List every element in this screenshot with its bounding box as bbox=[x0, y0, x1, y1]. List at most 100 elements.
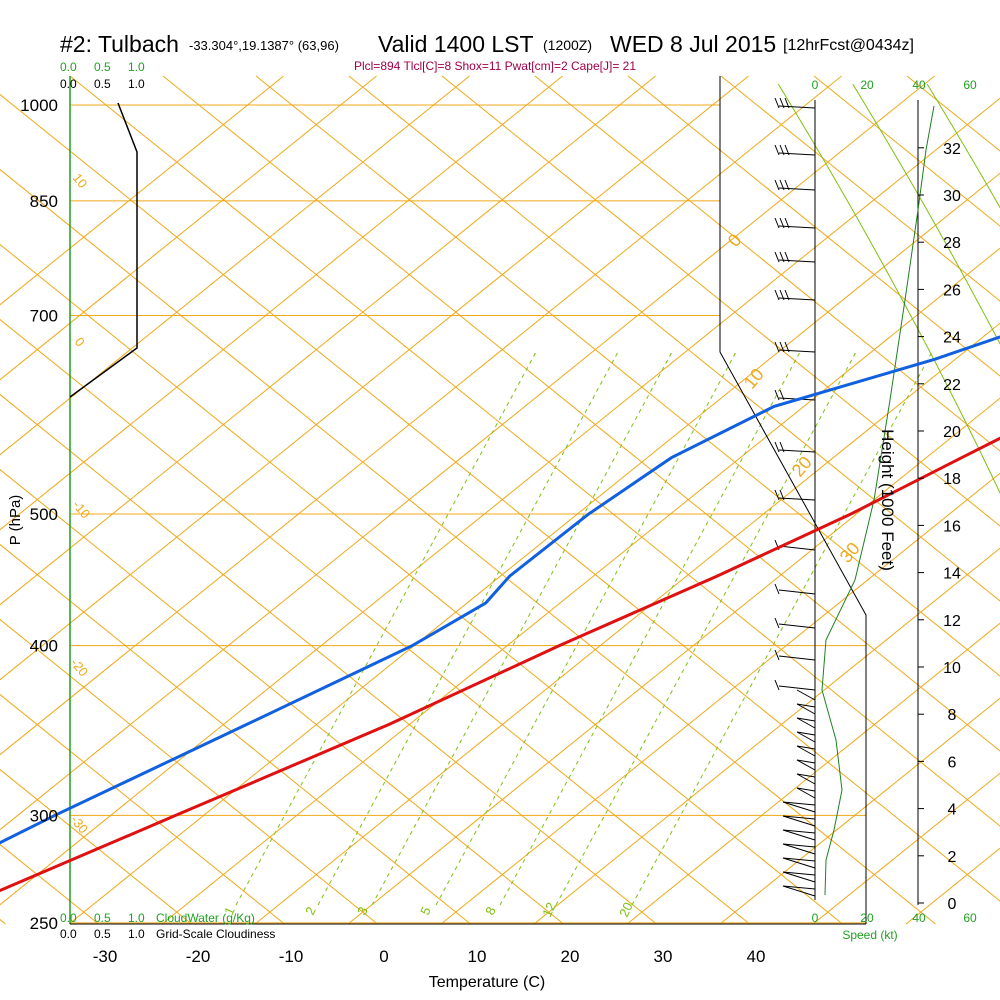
temperature-tick-label: 40 bbox=[747, 947, 766, 966]
wind-barb-flag bbox=[774, 489, 780, 501]
mixing-ratio-label: 12 bbox=[539, 900, 559, 919]
wind-barb-lowlevel bbox=[796, 703, 816, 708]
isotherm-cross-line bbox=[534, 75, 1000, 452]
wind-barb-lowlevel bbox=[796, 717, 816, 722]
wind-barb-lowlevel bbox=[796, 759, 816, 771]
pressure-tick-label: 400 bbox=[30, 637, 58, 656]
wind-barb-lowlevel bbox=[782, 829, 816, 834]
height-tick-label: 10 bbox=[943, 660, 961, 677]
isotherm-line bbox=[68, 172, 1000, 925]
wind-barb-lowlevel bbox=[782, 885, 816, 897]
temperature-tick-label: -30 bbox=[93, 947, 118, 966]
cloudiness-tick: 0.0 bbox=[60, 927, 77, 941]
isotherm-line bbox=[0, 75, 656, 606]
isotherm-lines bbox=[0, 75, 1000, 925]
wind-barb bbox=[774, 679, 816, 691]
isotherm-cross-line bbox=[813, 75, 1000, 227]
mixing-ratio-lines bbox=[235, 351, 933, 906]
wind-speed-axis-top: 0 20 40 60 bbox=[812, 78, 977, 92]
isotherm-label-left: 0 bbox=[72, 334, 88, 349]
cloud-axis-bottom: 0.0 0.5 1.0 CloudWater (g/Kg) 0.0 0.5 1.… bbox=[60, 911, 275, 941]
height-tick-label: 26 bbox=[943, 282, 961, 299]
cloudiness-label: Grid-Scale Cloudiness bbox=[156, 927, 275, 941]
wind-barb-staff bbox=[778, 152, 816, 156]
mixing-ratio-line bbox=[555, 351, 857, 906]
speed-tick: 40 bbox=[912, 911, 926, 925]
mixing-ratio-line bbox=[499, 351, 801, 906]
forecast-date: WED 8 Jul 2015 bbox=[610, 31, 776, 57]
isotherm-cross-line bbox=[348, 75, 1000, 602]
wind-barb-flag bbox=[774, 217, 780, 229]
wind-barb-lowlevel bbox=[796, 731, 816, 743]
wind-barbs bbox=[774, 97, 816, 897]
wind-barb-lowlevel bbox=[782, 815, 816, 820]
isotherm-line bbox=[812, 772, 1000, 925]
height-tick-label: 24 bbox=[943, 330, 961, 347]
wind-barb-flag bbox=[774, 144, 780, 156]
cloud-tick: 0.0 bbox=[60, 911, 77, 925]
temperature-tick-label: 30 bbox=[654, 947, 673, 966]
isotherm-line bbox=[719, 697, 1000, 925]
wind-speed-axis-bottom: 0 20 40 60 Speed (kt) bbox=[812, 911, 977, 942]
isotherm-line bbox=[0, 75, 842, 756]
height-tick-label: 30 bbox=[943, 188, 961, 205]
isotherm-cross-line bbox=[627, 75, 1000, 377]
height-tick-label: 28 bbox=[943, 235, 961, 252]
isotherm-cross-line bbox=[720, 75, 1000, 302]
speed-axis-label: Speed (kt) bbox=[842, 928, 897, 942]
isotherm-cross-line bbox=[0, 243, 843, 925]
cloud-water-label: CloudWater (g/Kg) bbox=[156, 911, 255, 925]
wind-barb-flag bbox=[774, 289, 780, 301]
mixing-ratio-label: 20 bbox=[616, 900, 636, 919]
isotherm-line bbox=[0, 75, 935, 831]
height-curve bbox=[821, 105, 935, 896]
wind-barb-flag bbox=[784, 217, 790, 229]
pressure-tick-label: 700 bbox=[30, 306, 58, 325]
header: #2: Tulbach -33.304°,19.1387° (63,96) Va… bbox=[60, 31, 914, 73]
station-title: #2: Tulbach bbox=[60, 31, 179, 57]
isobar-lines bbox=[70, 104, 866, 924]
isotherm-line bbox=[440, 472, 1000, 925]
wind-barb-lowlevel bbox=[796, 787, 816, 799]
wind-barb-lowlevel bbox=[796, 731, 816, 736]
wind-barb-lowlevel bbox=[796, 773, 816, 785]
height-tick-label: 18 bbox=[943, 471, 961, 488]
wind-barb bbox=[774, 489, 816, 501]
wind-barb-lowlevel bbox=[796, 717, 816, 729]
wind-barb bbox=[774, 251, 816, 263]
y-axis-label: P (hPa) bbox=[7, 495, 24, 546]
isotherm-line bbox=[254, 322, 1000, 925]
temperature-tick-label: 10 bbox=[468, 947, 487, 966]
wind-barb-staff bbox=[778, 297, 816, 301]
wind-barb-lowlevel bbox=[782, 815, 816, 827]
wind-barb-lowlevel bbox=[796, 745, 816, 757]
sounding-indices: Plcl=894 Tlcl[C]=8 Shox=11 Pwat[cm]=2 Ca… bbox=[354, 59, 636, 73]
isotherm-label-left: 10 bbox=[70, 170, 91, 191]
wind-barb bbox=[774, 289, 816, 301]
wind-barb-flag bbox=[779, 217, 785, 229]
wind-barb-flag bbox=[779, 97, 785, 109]
isotherm-line bbox=[0, 97, 1000, 906]
wind-barb-lowlevel bbox=[796, 689, 816, 701]
forecast-info: [12hrFcst@0434z] bbox=[783, 37, 914, 54]
isotherm-line bbox=[347, 397, 1000, 925]
pressure-tick-label: 850 bbox=[30, 192, 58, 211]
wind-barb-flag bbox=[784, 251, 790, 263]
plot-frame bbox=[69, 76, 919, 925]
wind-barb-flag bbox=[779, 251, 785, 263]
height-tick-label: 32 bbox=[943, 141, 961, 158]
height-tick-label: 8 bbox=[948, 707, 957, 724]
wind-barb-flag bbox=[779, 144, 785, 156]
wind-barb bbox=[774, 97, 816, 109]
valid-time: Valid 1400 LST bbox=[378, 31, 534, 57]
isotherm-cross-line bbox=[0, 393, 657, 925]
cloudiness-profile bbox=[69, 102, 138, 398]
wind-barb-lowlevel bbox=[796, 787, 816, 792]
temperature-tick-label: 0 bbox=[379, 947, 388, 966]
cloud-axis-top: 0.0 0.5 1.0 0.0 0.5 1.0 bbox=[60, 60, 145, 91]
speed-tick: 0 bbox=[812, 911, 819, 925]
wind-barb bbox=[774, 179, 816, 191]
wind-barb-lowlevel bbox=[796, 773, 816, 778]
height-tick-label: 2 bbox=[948, 849, 957, 866]
